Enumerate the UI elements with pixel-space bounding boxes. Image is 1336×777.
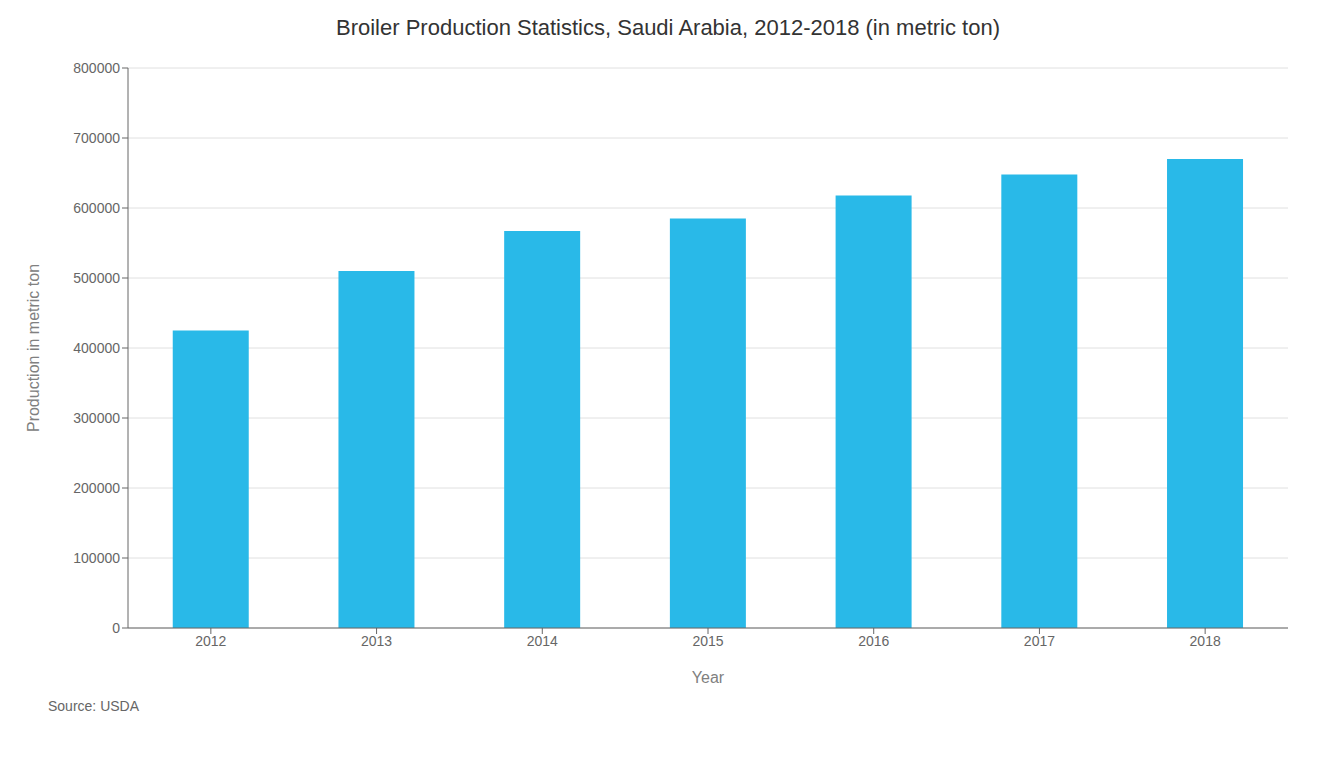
svg-text:2018: 2018 bbox=[1190, 633, 1221, 649]
svg-text:2016: 2016 bbox=[858, 633, 889, 649]
svg-text:0: 0 bbox=[112, 620, 120, 636]
svg-text:200000: 200000 bbox=[73, 480, 120, 496]
svg-text:2012: 2012 bbox=[195, 633, 226, 649]
svg-text:600000: 600000 bbox=[73, 200, 120, 216]
svg-text:2017: 2017 bbox=[1024, 633, 1055, 649]
svg-text:2015: 2015 bbox=[692, 633, 723, 649]
svg-text:700000: 700000 bbox=[73, 130, 120, 146]
html-text:Source: USDA: Source: USDA bbox=[48, 698, 139, 714]
svg-text:Production in metric ton: Production in metric ton bbox=[25, 264, 42, 432]
svg-text:Year: Year bbox=[692, 669, 725, 686]
svg-text:500000: 500000 bbox=[73, 270, 120, 286]
svg-text:300000: 300000 bbox=[73, 410, 120, 426]
svg-text:800000: 800000 bbox=[73, 60, 120, 76]
svg-text:100000: 100000 bbox=[73, 550, 120, 566]
html-text:Broiler Production Statistics,: Broiler Production Statistics, Saudi Ara… bbox=[336, 15, 1000, 40]
svg-text:2013: 2013 bbox=[361, 633, 392, 649]
svg-text:2014: 2014 bbox=[527, 633, 558, 649]
svg-text:400000: 400000 bbox=[73, 340, 120, 356]
